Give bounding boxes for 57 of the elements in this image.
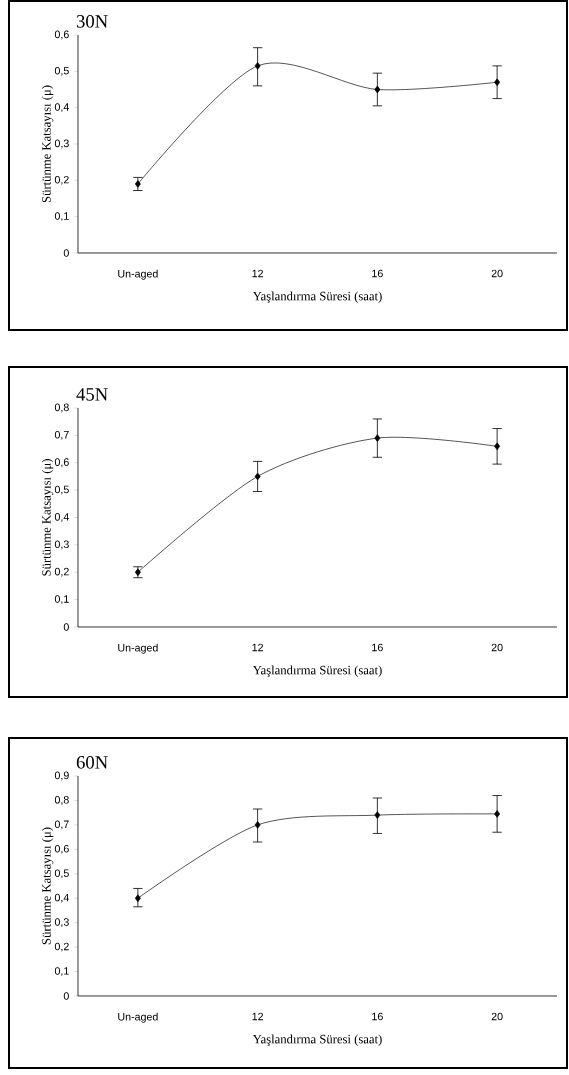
y-tick-label: 0	[63, 992, 69, 1000]
y-tick-label: 0,2	[54, 567, 69, 577]
y-tick-label: 0,1	[54, 967, 69, 976]
y-tick-label: 0,1	[54, 595, 69, 605]
y-tick-label: 0,3	[54, 918, 69, 928]
x-tick-label: 20	[491, 643, 503, 652]
point	[494, 78, 501, 87]
x-tick-label: Un-aged	[118, 643, 158, 654]
y-tick-label: 0,4	[54, 103, 69, 113]
x-tick-label: Un-aged	[118, 1012, 158, 1023]
x-axis-title: Yaşlandırma Süresi (saat)	[252, 665, 382, 677]
y-tick-label: 0,5	[54, 869, 69, 879]
point	[254, 472, 261, 481]
x-tick-label: 16	[372, 269, 383, 278]
y-tick-label: 0,8	[54, 796, 69, 805]
y-axis-title: Sürtünme Katsayısı (μ)	[41, 459, 54, 576]
x-tick-label: 12	[252, 1012, 264, 1021]
chart-title: 30N	[76, 15, 108, 28]
x-tick-label: 16	[372, 1012, 383, 1021]
y-tick-label: 0,1	[54, 212, 69, 222]
x-tick-label: 20	[491, 1012, 503, 1021]
point	[494, 442, 501, 451]
y-tick-label: 0,6	[54, 30, 69, 40]
x-tick-label: 12	[252, 643, 264, 652]
point	[254, 821, 261, 829]
y-tick-label: 0,2	[54, 175, 69, 185]
point	[374, 811, 381, 819]
y-tick-label: 0,7	[54, 430, 69, 440]
y-tick-label: 0,4	[54, 513, 69, 522]
x-tick-label: Un-aged	[118, 269, 158, 280]
y-tick-label: 0,6	[54, 458, 69, 468]
y-tick-label: 0,6	[54, 844, 69, 854]
point	[374, 85, 381, 94]
y-tick-label: 0,3	[54, 540, 69, 550]
point	[134, 894, 141, 903]
y-axis-title: Sürtünme Katsayısı (μ)	[41, 85, 54, 203]
y-tick-label: 0,4	[54, 893, 69, 903]
chart-title: 45N	[76, 388, 108, 401]
point	[254, 62, 261, 70]
y-tick-label: 0,2	[54, 942, 69, 952]
point	[494, 810, 501, 818]
y-axis-title: Sürtünme Katsayısı (μ)	[41, 827, 54, 945]
y-tick-label: 0,3	[54, 139, 69, 149]
x-axis-title: Yaşlandırma Süresi (saat)	[252, 291, 382, 303]
point	[374, 434, 381, 442]
y-tick-label: 0,7	[54, 820, 69, 830]
y-tick-label: 0,9	[54, 771, 69, 781]
y-tick-label: 0,5	[54, 485, 69, 495]
y-tick-label: 0,5	[54, 66, 69, 76]
x-tick-label: 20	[491, 269, 503, 278]
y-tick-label: 0,8	[54, 403, 69, 413]
chart-title: 60N	[76, 756, 108, 769]
x-tick-label: 16	[372, 643, 383, 652]
y-tick-label: 0	[63, 249, 69, 257]
x-axis-title: Yaşlandırma Süresi (saat)	[252, 1034, 382, 1046]
x-tick-label: 12	[252, 269, 264, 278]
y-tick-label: 0	[63, 623, 69, 631]
